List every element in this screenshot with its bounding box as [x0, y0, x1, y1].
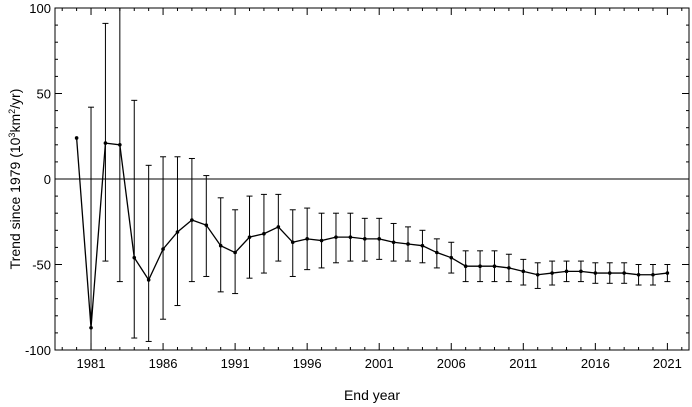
- x-tick-label: 1986: [149, 356, 178, 371]
- data-point: [579, 269, 583, 274]
- x-tick-label: 2006: [437, 356, 466, 371]
- data-point: [377, 237, 382, 241]
- data-point: [636, 272, 641, 277]
- data-point: [362, 237, 367, 241]
- data-point: [218, 243, 223, 248]
- y-tick-label: -100: [25, 343, 51, 358]
- data-point: [492, 264, 497, 269]
- ticks-layer: 1981 1986 1991 1996 2001 2006 2011 2016 2021 -100…: [25, 1, 689, 371]
- data-point: [406, 242, 410, 246]
- error-bar: [145, 164, 152, 342]
- data-point: [247, 235, 252, 239]
- data-point: [348, 235, 353, 239]
- data-points-layer: [74, 136, 670, 330]
- data-point: [204, 223, 209, 227]
- data-point: [74, 136, 79, 140]
- data-point: [449, 255, 454, 260]
- data-point: [478, 264, 482, 269]
- x-tick-label: 2001: [365, 356, 394, 371]
- y-tick-label: 100: [29, 1, 51, 16]
- data-point: [276, 225, 281, 229]
- error-bar: [131, 99, 138, 339]
- error-bar: [88, 106, 95, 351]
- data-point: [262, 231, 266, 236]
- data-point: [420, 243, 425, 248]
- data-point: [564, 269, 569, 274]
- data-point: [161, 247, 165, 251]
- data-point: [103, 141, 108, 145]
- y-tick-label: 0: [44, 172, 51, 187]
- x-tick-label: 1981: [77, 356, 106, 371]
- data-point: [190, 218, 194, 222]
- y-tick-label: -50: [32, 258, 51, 273]
- data-point: [391, 240, 396, 245]
- series-line-layer: [75, 137, 668, 328]
- data-point: [607, 271, 612, 275]
- data-point: [535, 272, 540, 277]
- x-axis-title: End year: [344, 387, 400, 403]
- x-tick-label: 2011: [509, 356, 537, 371]
- data-point: [305, 237, 309, 241]
- data-point: [507, 266, 511, 270]
- data-point: [550, 271, 554, 275]
- data-point: [651, 272, 655, 277]
- data-point: [593, 271, 598, 275]
- data-point: [146, 278, 151, 282]
- data-point: [175, 230, 180, 234]
- data-point: [521, 269, 526, 274]
- data-point: [665, 271, 670, 275]
- data-point: [435, 250, 439, 255]
- x-tick-label: 1991: [221, 356, 250, 371]
- error-bar: [160, 156, 167, 320]
- x-tick-label: 2016: [581, 356, 610, 371]
- data-point: [622, 271, 626, 275]
- data-point: [118, 143, 122, 147]
- data-point: [334, 235, 338, 239]
- data-point: [233, 250, 237, 255]
- data-point: [463, 264, 468, 269]
- data-point: [89, 325, 93, 330]
- x-tick-label: 1996: [293, 356, 322, 371]
- y-axis-title: Trend since 1979 (103km2/yr): [7, 89, 23, 270]
- x-tick-label: 2021: [653, 356, 682, 371]
- y-tick-label: 50: [37, 87, 51, 102]
- data-point: [319, 238, 324, 243]
- data-point: [290, 240, 295, 245]
- series-line: [75, 137, 668, 328]
- data-point: [132, 255, 137, 260]
